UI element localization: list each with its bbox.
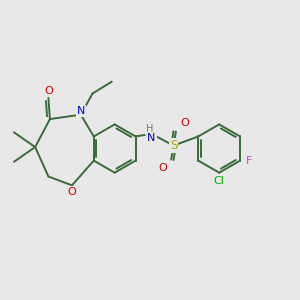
Text: O: O (45, 85, 53, 95)
Text: N: N (76, 106, 85, 116)
Text: Cl: Cl (214, 176, 225, 186)
Text: N: N (147, 133, 156, 143)
Text: O: O (180, 118, 189, 128)
Text: H: H (146, 124, 154, 134)
Text: O: O (67, 187, 76, 197)
Text: S: S (170, 139, 177, 152)
Text: O: O (158, 163, 167, 173)
Text: F: F (246, 156, 253, 166)
